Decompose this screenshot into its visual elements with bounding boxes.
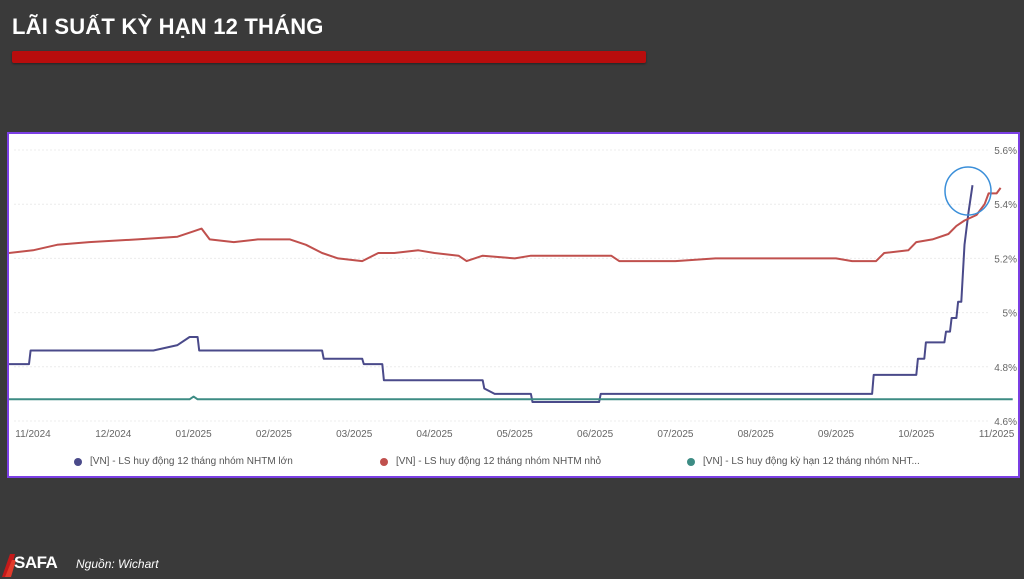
grid-layer [14, 149, 989, 422]
y-axis-ticks: 4.6% 4.8% 5% 5.2% 5.4% 5.6% [994, 146, 1017, 428]
x-tick-label: 08/2025 [738, 429, 775, 440]
x-tick-label: 10/2025 [898, 429, 935, 440]
page-title: LÃI SUẤT KỲ HẠN 12 THÁNG [12, 14, 324, 39]
x-tick-label: 05/2025 [497, 429, 534, 440]
y-tick-label: 5.2% [994, 254, 1017, 265]
series-layer [9, 185, 1013, 403]
x-tick-label: 04/2025 [416, 429, 453, 440]
x-tick-label: 01/2025 [176, 429, 213, 440]
x-tick-label: 07/2025 [657, 429, 694, 440]
y-tick-label: 5.6% [994, 146, 1017, 157]
series-line-large-banks[interactable] [9, 185, 974, 403]
highlight-circle [944, 166, 992, 216]
y-tick-label: 4.8% [994, 363, 1017, 374]
x-tick-label: 12/2024 [95, 429, 132, 440]
chart-legend: [VN] - LS huy động 12 tháng nhóm NHTM lớ… [9, 456, 1018, 474]
x-tick-label: 11/2025 [979, 429, 1015, 440]
legend-dot-icon [380, 457, 388, 466]
series-line-term[interactable] [9, 395, 1013, 401]
source-note: Nguồn: Wichart [76, 557, 159, 571]
safa-logo-icon [2, 554, 16, 577]
x-tick-label: 02/2025 [256, 429, 293, 440]
chart-frame: 4.6% 4.8% 5% 5.2% 5.4% 5.6% 11/2024 12/2024 01/… [7, 132, 1020, 478]
legend-label: [VN] - LS huy động kỳ hạn 12 tháng nhóm … [703, 456, 920, 467]
x-tick-label: 03/2025 [336, 429, 373, 440]
legend-item-small[interactable]: [VN] - LS huy động 12 tháng nhóm NHTM nh… [380, 456, 601, 467]
legend-label: [VN] - LS huy động 12 tháng nhóm NHTM lớ… [90, 456, 293, 467]
y-tick-label: 4.6% [994, 417, 1017, 428]
series-line-small-banks[interactable] [9, 187, 1002, 263]
logo-text: SAFA [14, 553, 58, 572]
x-tick-label: 11/2024 [15, 429, 51, 440]
legend-item-term[interactable]: [VN] - LS huy động kỳ hạn 12 tháng nhóm … [687, 456, 920, 467]
legend-item-large[interactable]: [VN] - LS huy động 12 tháng nhóm NHTM lớ… [74, 456, 293, 467]
y-tick-label: 5% [1003, 309, 1018, 320]
legend-dot-icon [74, 457, 82, 466]
x-tick-label: 06/2025 [577, 429, 614, 440]
x-axis-ticks: 11/2024 12/2024 01/2025 02/2025 03/2025 04/20… [15, 429, 1014, 440]
legend-dot-icon [687, 457, 695, 466]
line-chart: 4.6% 4.8% 5% 5.2% 5.4% 5.6% 11/2024 12/2024 01/… [9, 146, 1017, 440]
y-tick-label: 5.4% [994, 200, 1017, 211]
x-tick-label: 09/2025 [818, 429, 855, 440]
title-underline-bar [12, 51, 646, 63]
legend-label: [VN] - LS huy động 12 tháng nhóm NHTM nh… [396, 456, 602, 467]
